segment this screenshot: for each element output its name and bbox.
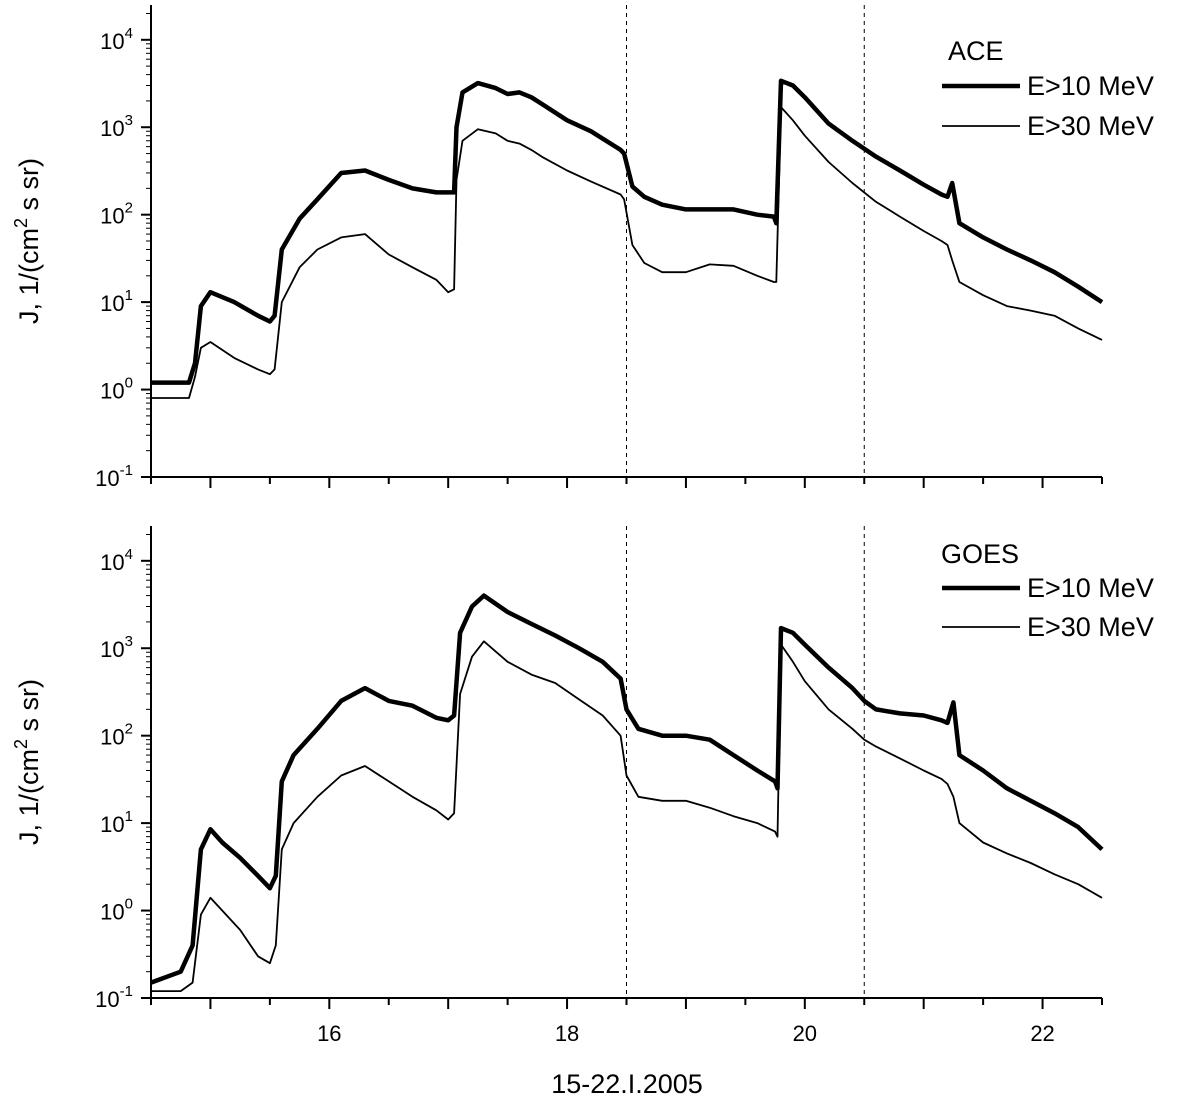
legend-title: GOES bbox=[941, 539, 1019, 569]
series-line bbox=[150, 593, 1104, 985]
legend-label: E>10 MeV bbox=[1027, 573, 1154, 603]
y-tick-label: 103 bbox=[100, 633, 133, 662]
y-tick-label: 102 bbox=[100, 200, 133, 229]
x-tick-label: 20 bbox=[793, 1021, 817, 1046]
legend-label: E>30 MeV bbox=[1027, 612, 1154, 642]
x-tick-label: 22 bbox=[1030, 1021, 1054, 1046]
y-tick-label: 104 bbox=[100, 25, 133, 54]
y-tick-label: 102 bbox=[100, 721, 133, 750]
y-tick-label: 10-1 bbox=[95, 462, 133, 491]
x-axis-title: 15-22.I.2005 bbox=[551, 1069, 703, 1099]
x-tick-label: 16 bbox=[317, 1021, 341, 1046]
y-tick-label: 103 bbox=[100, 112, 133, 141]
legend-label: E>10 MeV bbox=[1027, 71, 1154, 101]
y-tick-label: 101 bbox=[100, 287, 133, 316]
y-tick-label: 101 bbox=[100, 808, 133, 837]
legend-title: ACE bbox=[948, 36, 1004, 66]
x-tick-label: 18 bbox=[555, 1021, 579, 1046]
y-tick-label: 10-1 bbox=[95, 983, 133, 1012]
legend-label: E>30 MeV bbox=[1027, 111, 1154, 141]
y-tick-label: 100 bbox=[100, 896, 133, 925]
series-line bbox=[151, 106, 1103, 399]
y-tick-label: 100 bbox=[100, 375, 133, 404]
y-tick-label: 104 bbox=[100, 546, 133, 575]
goes-panel: 104 103 102 101 100 10-1 16 18 20 22 J, 1/(cm2 s s… bbox=[11, 526, 1154, 1046]
series-line bbox=[151, 640, 1103, 992]
ace-panel: 104 103 102 101 100 10-1 J, 1/(cm2 s sr) ACE E>1… bbox=[11, 5, 1154, 491]
y-axis-title: J, 1/(cm2 s sr) bbox=[11, 158, 44, 324]
y-axis-title: J, 1/(cm2 s sr) bbox=[11, 679, 44, 845]
series-line bbox=[151, 78, 1104, 385]
